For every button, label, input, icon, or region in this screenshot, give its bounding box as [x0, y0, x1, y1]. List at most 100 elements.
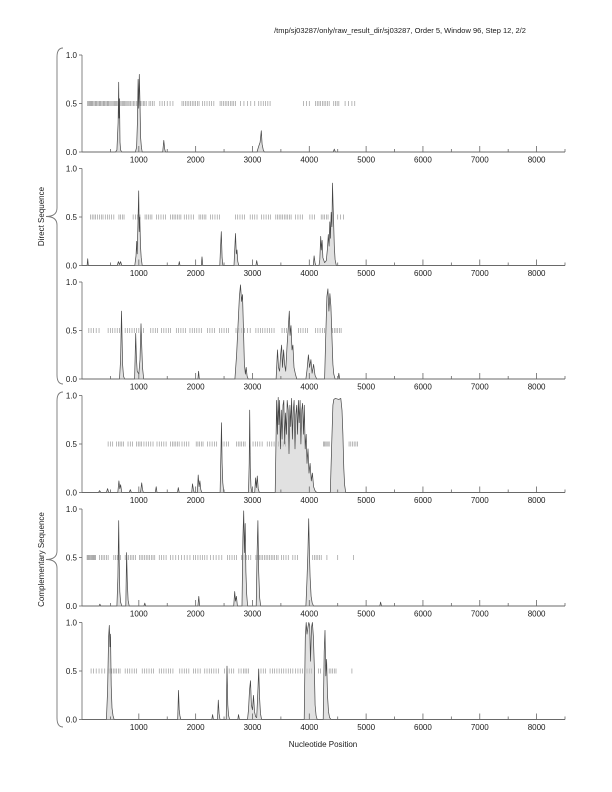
x-tick-label: 1000: [130, 156, 148, 165]
panel-container: 0.0 0.5 1.0 1000 2000 3000 4000 5000 6000 7000 800…: [66, 51, 566, 732]
direct-sequence-label: Direct Sequence: [37, 186, 46, 246]
x-tick-label: 2000: [187, 496, 205, 505]
probability-curve: [82, 622, 565, 720]
orf-markers: [90, 214, 344, 220]
y-tick-label: 1.0: [66, 505, 78, 514]
x-tick-label: 7000: [471, 496, 489, 505]
probability-curve: [82, 74, 565, 153]
panel-direct-frame-1: 0.0 0.5 1.0 1000 2000 3000 4000 5000 6000 7000 800…: [66, 51, 566, 165]
y-tick-label: 0.5: [66, 213, 78, 222]
x-tick-label: 2000: [187, 269, 205, 278]
x-tick-label: 3000: [244, 723, 262, 732]
curve-fill: [82, 183, 565, 266]
y-tick-label: 0.0: [66, 715, 78, 724]
x-tick-label: 7000: [471, 156, 489, 165]
x-tick-label: 4000: [300, 723, 318, 732]
x-tick-label: 1000: [130, 269, 148, 278]
x-tick-label: 7000: [471, 723, 489, 732]
x-tick-label: 6000: [414, 610, 432, 619]
orf-markers: [86, 555, 354, 560]
probability-curve: [82, 182, 565, 266]
x-tick-label: 1000: [130, 383, 148, 392]
orf-markers: [90, 668, 353, 674]
x-tick-label: 6000: [414, 496, 432, 505]
x-tick-label: 5000: [357, 610, 375, 619]
panel-complementary-frame-1: 0.0 0.5 1.0 1000 2000 3000 4000 5000 6000 7000 800…: [66, 391, 566, 505]
x-tick-label: 3000: [244, 383, 262, 392]
y-tick-label: 1.0: [66, 618, 78, 627]
axes: [79, 168, 566, 266]
y-tick-label: 0.5: [66, 326, 78, 335]
x-tick-label: 2000: [187, 610, 205, 619]
panel-complementary-frame-2: 0.0 0.5 1.0 1000 2000 3000 4000 5000 6000 7000 800…: [66, 505, 566, 619]
x-tick-label: 8000: [528, 496, 546, 505]
x-tick-label: 5000: [357, 496, 375, 505]
x-tick-label: 2000: [187, 156, 205, 165]
x-tick-label: 3000: [244, 269, 262, 278]
x-tick-label: 5000: [357, 156, 375, 165]
x-tick-label: 1000: [130, 723, 148, 732]
x-tick-label: 2000: [187, 383, 205, 392]
y-tick-label: 0.0: [66, 488, 78, 497]
y-tick-label: 1.0: [66, 164, 78, 173]
direct-sequence-brace: [45, 47, 64, 385]
panel-complementary-frame-3: 0.0 0.5 1.0 1000 2000 3000 4000 5000 6000 7000 800…: [66, 618, 566, 732]
x-tick-label: 8000: [528, 156, 546, 165]
axes: [79, 622, 566, 720]
x-tick-label: 2000: [187, 723, 205, 732]
curve-fill: [82, 284, 565, 379]
x-tick-label: 8000: [528, 269, 546, 278]
x-tick-label: 8000: [528, 383, 546, 392]
panel-direct-frame-2: 0.0 0.5 1.0 1000 2000 3000 4000 5000 6000 7000 800…: [66, 164, 566, 278]
x-tick-label: 4000: [300, 610, 318, 619]
orf-markers: [107, 441, 358, 447]
x-tick-label: 1000: [130, 610, 148, 619]
panel-direct-frame-3: 0.0 0.5 1.0 1000 2000 3000 4000 5000 6000 7000 800…: [66, 278, 566, 392]
plot-title: /tmp/sj03287/only/raw_result_dir/sj03287…: [274, 26, 526, 35]
axes: [79, 508, 566, 607]
x-tick-label: 6000: [414, 723, 432, 732]
x-tick-label: 1000: [130, 496, 148, 505]
y-tick-label: 1.0: [66, 391, 78, 400]
y-tick-label: 0.0: [66, 148, 78, 157]
x-tick-label: 8000: [528, 610, 546, 619]
x-tick-label: 7000: [471, 383, 489, 392]
x-tick-label: 6000: [414, 383, 432, 392]
orf-markers: [88, 328, 342, 333]
y-tick-label: 0.5: [66, 667, 78, 676]
y-tick-label: 0.0: [66, 602, 78, 611]
x-tick-label: 4000: [300, 269, 318, 278]
y-tick-label: 0.5: [66, 99, 78, 108]
x-tick-label: 3000: [244, 496, 262, 505]
axes: [79, 281, 566, 380]
curve-fill: [82, 74, 565, 152]
y-tick-label: 0.5: [66, 440, 78, 449]
x-tick-label: 7000: [471, 269, 489, 278]
x-tick-label: 6000: [414, 269, 432, 278]
complementary-sequence-label: Complementary Sequence: [37, 512, 46, 607]
x-tick-label: 3000: [244, 156, 262, 165]
x-tick-label: 4000: [300, 383, 318, 392]
y-tick-label: 1.0: [66, 51, 78, 60]
y-tick-label: 1.0: [66, 278, 78, 287]
axes: [79, 395, 566, 493]
x-tick-label: 8000: [528, 723, 546, 732]
x-tick-label: 5000: [357, 269, 375, 278]
x-tick-label: 4000: [300, 496, 318, 505]
orf-markers: [87, 101, 356, 106]
x-tick-label: 5000: [357, 723, 375, 732]
x-tick-label: 7000: [471, 610, 489, 619]
x-tick-label: 3000: [244, 610, 262, 619]
probability-curve: [82, 284, 565, 380]
y-tick-label: 0.0: [66, 375, 78, 384]
x-tick-label: 4000: [300, 156, 318, 165]
y-tick-label: 0.5: [66, 553, 78, 562]
complementary-sequence-brace: [45, 391, 64, 728]
y-tick-label: 0.0: [66, 261, 78, 270]
x-axis-title: Nucleotide Position: [289, 740, 357, 749]
x-tick-label: 6000: [414, 156, 432, 165]
axes: [79, 54, 566, 153]
x-tick-label: 5000: [357, 383, 375, 392]
